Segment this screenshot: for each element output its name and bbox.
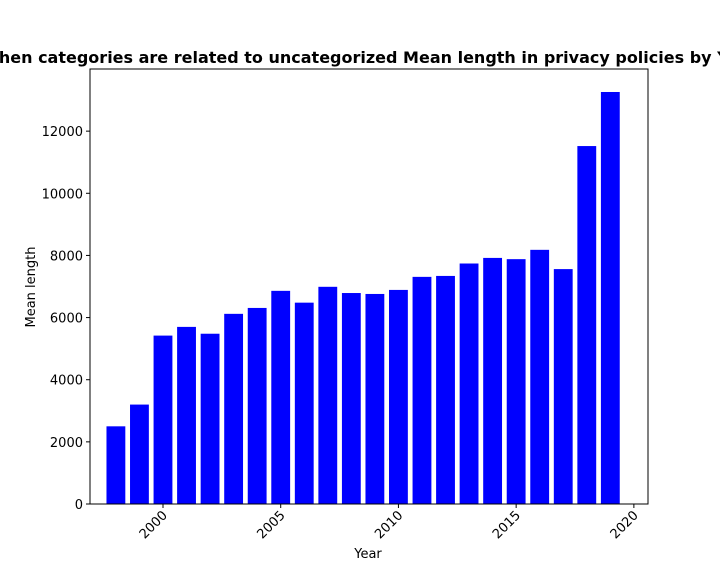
bars-group <box>106 91 620 505</box>
bar-1999 <box>130 404 149 504</box>
y-tick-label: 6000 <box>50 312 83 327</box>
bar-2012 <box>436 275 455 504</box>
bar-2005 <box>271 290 291 504</box>
y-tick-label: 0 <box>75 498 83 513</box>
x-axis-label: Year <box>353 547 382 562</box>
bar-2019 <box>600 91 620 504</box>
y-axis-label: Mean length <box>24 247 39 328</box>
x-tick-label: 2000 <box>137 508 171 542</box>
bar-2018 <box>577 146 597 505</box>
x-axis-ticks: 2000 2005 2010 2015 2020 <box>137 504 642 542</box>
bar-2002 <box>200 333 220 504</box>
y-tick-label: 10000 <box>42 187 83 202</box>
bar-2001 <box>177 326 196 504</box>
x-tick-label: 2020 <box>608 508 642 542</box>
bar-2011 <box>412 276 432 504</box>
bar-2009 <box>365 293 385 504</box>
y-axis-ticks: 0 2000 4000 6000 8000 10000 12000 <box>42 125 90 513</box>
y-tick-label: 8000 <box>50 249 83 264</box>
bar-2010 <box>389 289 408 504</box>
y-tick-label: 12000 <box>42 125 83 140</box>
y-tick-label: 4000 <box>50 374 83 389</box>
bar-2004 <box>247 307 267 504</box>
bar-2000 <box>153 335 173 504</box>
bar-2013 <box>459 263 479 504</box>
bar-2016 <box>530 249 550 504</box>
bar-2006 <box>294 302 314 504</box>
x-tick-label: 2010 <box>372 508 406 542</box>
bar-2015 <box>506 259 526 504</box>
chart-title: When categories are related to uncategor… <box>0 48 720 67</box>
bar-2003 <box>224 313 244 504</box>
plot-frame <box>89 68 649 505</box>
bar-2017 <box>553 269 573 504</box>
bar-2008 <box>341 293 361 504</box>
x-tick-label: 2015 <box>490 508 524 542</box>
y-tick-label: 2000 <box>50 436 83 451</box>
x-tick-label: 2005 <box>255 508 289 542</box>
bar-1998 <box>106 426 126 504</box>
bar-2007 <box>318 286 338 504</box>
bar-2014 <box>483 257 503 504</box>
